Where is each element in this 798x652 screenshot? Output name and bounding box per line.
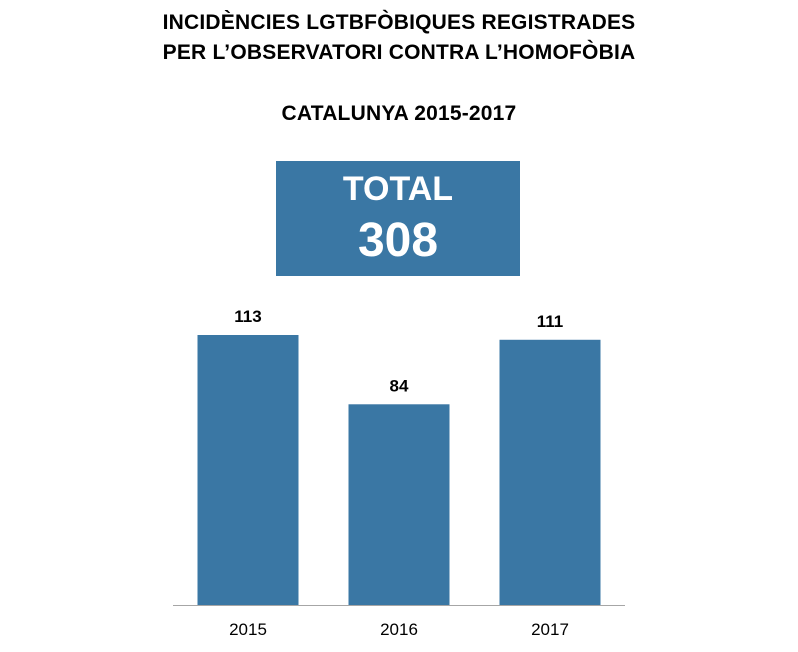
bar-2016 [348,404,450,605]
chart-title-line-2: PER L’OBSERVATORI CONTRA L’HOMOFÒBIA [162,41,636,64]
x-tick-label-2016: 2016 [380,620,418,639]
x-tick-label-2015: 2015 [229,620,267,639]
bar-2015 [197,335,299,605]
chart-title-line-1: INCIDÈNCIES LGTBFÒBIQUES REGISTRADES [162,11,636,34]
total-value: 308 [357,214,439,267]
x-tick-label-2017: 2017 [531,620,569,639]
bar-2017 [499,339,601,605]
data-label-2015: 113 [234,307,261,326]
total-box: TOTAL 308 [276,161,520,276]
total-label: TOTAL [342,170,454,208]
data-label-2016: 84 [390,376,409,395]
data-label-2017: 111 [537,312,564,331]
chart-subtitle: CATALUNYA 2015-2017 [281,102,517,125]
